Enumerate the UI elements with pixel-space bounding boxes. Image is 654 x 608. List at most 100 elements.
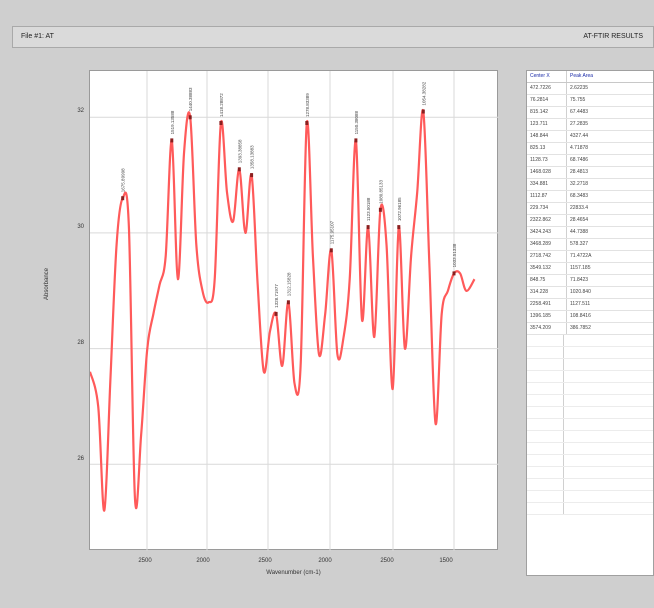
table-row[interactable]: 1128.73 68.7486 bbox=[527, 155, 653, 167]
table-row[interactable]: 1112.87 68.3483 bbox=[527, 191, 653, 203]
cell-peak-area: 67.4483 bbox=[570, 109, 589, 115]
column-header-center-x[interactable]: Center X bbox=[527, 71, 567, 82]
cell-peak-area: 28.4813 bbox=[570, 169, 589, 175]
cell-empty bbox=[564, 479, 653, 490]
table-row-empty[interactable] bbox=[527, 491, 653, 503]
column-header-peak-area[interactable]: Peak Area bbox=[570, 73, 594, 79]
cell-empty bbox=[564, 359, 653, 370]
cell-peak-area: 68.3483 bbox=[570, 193, 589, 199]
table-row[interactable]: 825.13 4.71878 bbox=[527, 143, 653, 155]
cell-peak-area: 4.71878 bbox=[570, 145, 589, 151]
peak-label: 1080.85133 bbox=[378, 180, 383, 204]
table-row[interactable]: 3549.132 1157.185 bbox=[527, 263, 653, 275]
peak-label: 1150.38088 bbox=[354, 110, 359, 134]
table-row-empty[interactable] bbox=[527, 395, 653, 407]
peak-marker bbox=[366, 225, 370, 230]
cell-center-x: 3574.209 bbox=[527, 323, 567, 334]
table-row[interactable]: 1396.185 108.8416 bbox=[527, 311, 653, 323]
cell-peak-area: 578.327 bbox=[570, 241, 589, 247]
table-body: 472.7226 2.62235 76.2814 75.755 815.142 67.44… bbox=[527, 83, 653, 515]
table-row[interactable]: 2718.742 71.4722A bbox=[527, 251, 653, 263]
table-row[interactable]: 148.844 4327.44 bbox=[527, 131, 653, 143]
x-tick-label: 1500 bbox=[439, 558, 453, 564]
peak-label: 1519.13588 bbox=[170, 110, 175, 134]
table-row[interactable]: 2322.862 28.4654 bbox=[527, 215, 653, 227]
table-row-empty[interactable] bbox=[527, 347, 653, 359]
cell-peak-area: 44.7388 bbox=[570, 229, 589, 235]
peak-marker bbox=[286, 300, 290, 305]
table-row-empty[interactable] bbox=[527, 407, 653, 419]
x-tick-label: 2500 bbox=[258, 558, 272, 564]
peak-marker bbox=[250, 173, 254, 178]
table-row-empty[interactable] bbox=[527, 443, 653, 455]
table-row[interactable]: 3424.243 44.7388 bbox=[527, 227, 653, 239]
cell-center-x: 148.844 bbox=[527, 131, 567, 142]
table-row[interactable]: 2258.491 1127.511 bbox=[527, 299, 653, 311]
table-row[interactable]: 3574.209 386.7852 bbox=[527, 323, 653, 335]
table-row-empty[interactable] bbox=[527, 431, 653, 443]
cell-center-x: 3468.289 bbox=[527, 239, 567, 250]
cell-center-x: 815.142 bbox=[527, 107, 567, 118]
window-titlebar: File #1: AT AT-FTIR RESULTS bbox=[12, 26, 654, 48]
peak-marker bbox=[452, 271, 456, 276]
table-row[interactable]: 472.7226 2.62235 bbox=[527, 83, 653, 95]
table-row-empty[interactable] bbox=[527, 503, 653, 515]
table-row[interactable]: 229.734 22833.4 bbox=[527, 203, 653, 215]
table-row[interactable]: 123.711 27.2835 bbox=[527, 119, 653, 131]
cell-peak-area: 386.7852 bbox=[570, 325, 591, 331]
results-title: AT-FTIR RESULTS bbox=[583, 33, 643, 40]
y-tick-label: 30 bbox=[77, 224, 84, 230]
peak-marker bbox=[219, 121, 223, 125]
table-row[interactable]: 334.881 32.2718 bbox=[527, 179, 653, 191]
table-row-empty[interactable] bbox=[527, 419, 653, 431]
cell-empty bbox=[527, 395, 564, 406]
table-row[interactable]: 848.75 71.8423 bbox=[527, 275, 653, 287]
peak-marker bbox=[378, 207, 382, 212]
table-row[interactable]: 3468.289 578.327 bbox=[527, 239, 653, 251]
table-row[interactable]: 314.228 1020.840 bbox=[527, 287, 653, 299]
cell-empty bbox=[527, 371, 564, 382]
peak-table[interactable]: Center X Peak Area 472.7226 2.62235 76.281… bbox=[526, 70, 654, 576]
table-row-empty[interactable] bbox=[527, 371, 653, 383]
cell-empty bbox=[564, 503, 653, 514]
cell-empty bbox=[564, 419, 653, 430]
y-tick-label: 32 bbox=[77, 108, 84, 114]
table-row-empty[interactable] bbox=[527, 467, 653, 479]
table-row-empty[interactable] bbox=[527, 479, 653, 491]
table-row[interactable]: 815.142 67.4483 bbox=[527, 107, 653, 119]
cell-center-x: 123.711 bbox=[527, 119, 567, 130]
cell-empty bbox=[564, 395, 653, 406]
cell-center-x: 1468.028 bbox=[527, 167, 567, 178]
table-header: Center X Peak Area bbox=[527, 71, 653, 83]
cell-peak-area: 22833.4 bbox=[570, 205, 589, 211]
cell-center-x: 848.75 bbox=[527, 275, 567, 286]
x-tick-label: 2500 bbox=[380, 558, 394, 564]
peak-label: 1675.89998 bbox=[121, 168, 126, 192]
peak-label: 1033.51338 bbox=[452, 243, 457, 267]
cell-empty bbox=[527, 443, 564, 454]
peak-marker bbox=[237, 167, 241, 172]
table-row-empty[interactable] bbox=[527, 455, 653, 467]
table-row-empty[interactable] bbox=[527, 335, 653, 347]
cell-center-x: 1128.73 bbox=[527, 155, 567, 166]
peak-label: 1358.13883 bbox=[250, 145, 255, 169]
cell-empty bbox=[527, 491, 564, 502]
cell-empty bbox=[564, 467, 653, 478]
table-row[interactable]: 1468.028 28.4813 bbox=[527, 167, 653, 179]
cell-empty bbox=[564, 347, 653, 358]
cell-empty bbox=[564, 455, 653, 466]
table-row-empty[interactable] bbox=[527, 383, 653, 395]
y-tick-label: 28 bbox=[77, 340, 84, 346]
spectrum-line bbox=[90, 108, 476, 512]
cell-empty bbox=[527, 455, 564, 466]
peak-marker bbox=[188, 115, 192, 120]
cell-peak-area: 2.62235 bbox=[570, 85, 589, 91]
peak-label: 1312.15828 bbox=[286, 272, 291, 296]
cell-center-x: 314.228 bbox=[527, 287, 567, 298]
cell-empty bbox=[527, 335, 564, 346]
table-row[interactable]: 76.2814 75.755 bbox=[527, 95, 653, 107]
table-row-empty[interactable] bbox=[527, 359, 653, 371]
cell-empty bbox=[564, 407, 653, 418]
peak-label: 1393.38858 bbox=[237, 139, 242, 163]
spectrum-plot[interactable]: 1675.89998 1519.13588 1440.38883 1418.28872… bbox=[89, 70, 499, 551]
